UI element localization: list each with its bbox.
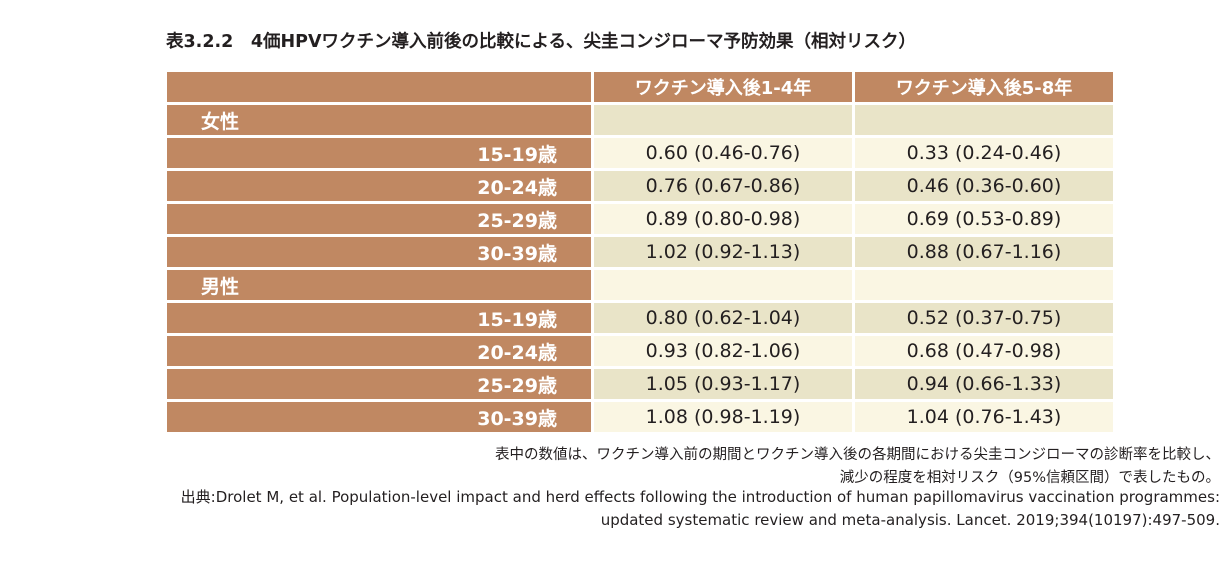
age-label: 20-24歳: [167, 171, 591, 201]
group-empty-cell: [855, 270, 1113, 300]
table-row: 25-29歳 1.05 (0.93-1.17) 0.94 (0.66-1.33): [167, 369, 1113, 399]
value-1-4: 0.93 (0.82-1.06): [594, 336, 852, 366]
value-1-4: 0.76 (0.67-0.86): [594, 171, 852, 201]
group-label-female: 女性: [167, 105, 591, 135]
value-5-8: 0.88 (0.67-1.16): [855, 237, 1113, 267]
value-1-4: 1.02 (0.92-1.13): [594, 237, 852, 267]
group-row-male: 男性: [167, 270, 1113, 300]
table-note-line-2: 減少の程度を相対リスク（95%信頼区間）で表したもの。: [839, 470, 1220, 486]
value-5-8: 0.69 (0.53-0.89): [855, 204, 1113, 234]
value-1-4: 0.60 (0.46-0.76): [594, 138, 852, 168]
header-period-1-4: ワクチン導入後1-4年: [594, 72, 852, 102]
value-5-8: 0.33 (0.24-0.46): [855, 138, 1113, 168]
value-1-4: 0.89 (0.80-0.98): [594, 204, 852, 234]
group-empty-cell: [594, 270, 852, 300]
value-5-8: 0.94 (0.66-1.33): [855, 369, 1113, 399]
source-citation-line-1: 出典:Drolet M, et al. Population-level imp…: [180, 488, 1220, 506]
age-label: 30-39歳: [167, 237, 591, 267]
group-empty-cell: [594, 105, 852, 135]
age-label: 25-29歳: [167, 204, 591, 234]
table-row: 20-24歳 0.93 (0.82-1.06) 0.68 (0.47-0.98): [167, 336, 1113, 366]
age-label: 25-29歳: [167, 369, 591, 399]
value-1-4: 0.80 (0.62-1.04): [594, 303, 852, 333]
table-title: 表3.2.2 4価HPVワクチン導入前後の比較による、尖圭コンジローマ予防効果（…: [166, 32, 916, 52]
age-label: 15-19歳: [167, 303, 591, 333]
value-1-4: 1.08 (0.98-1.19): [594, 402, 852, 432]
value-1-4: 1.05 (0.93-1.17): [594, 369, 852, 399]
age-label: 20-24歳: [167, 336, 591, 366]
value-5-8: 1.04 (0.76-1.43): [855, 402, 1113, 432]
table-row: 20-24歳 0.76 (0.67-0.86) 0.46 (0.36-0.60): [167, 171, 1113, 201]
age-label: 15-19歳: [167, 138, 591, 168]
source-citation-line-2: updated systematic review and meta-analy…: [600, 511, 1220, 529]
value-5-8: 0.46 (0.36-0.60): [855, 171, 1113, 201]
header-empty-cell: [167, 72, 591, 102]
relative-risk-table: ワクチン導入後1-4年 ワクチン導入後5-8年 女性 15-19歳 0.60 (…: [164, 69, 1116, 435]
table-row: 15-19歳 0.80 (0.62-1.04) 0.52 (0.37-0.75): [167, 303, 1113, 333]
value-5-8: 0.52 (0.37-0.75): [855, 303, 1113, 333]
table-note-line-1: 表中の数値は、ワクチン導入前の期間とワクチン導入後の各期間における尖圭コンジロー…: [495, 447, 1220, 463]
group-empty-cell: [855, 105, 1113, 135]
table-row: 15-19歳 0.60 (0.46-0.76) 0.33 (0.24-0.46): [167, 138, 1113, 168]
value-5-8: 0.68 (0.47-0.98): [855, 336, 1113, 366]
table-row: 30-39歳 1.02 (0.92-1.13) 0.88 (0.67-1.16): [167, 237, 1113, 267]
age-label: 30-39歳: [167, 402, 591, 432]
header-period-5-8: ワクチン導入後5-8年: [855, 72, 1113, 102]
table-row: 25-29歳 0.89 (0.80-0.98) 0.69 (0.53-0.89): [167, 204, 1113, 234]
group-row-female: 女性: [167, 105, 1113, 135]
group-label-male: 男性: [167, 270, 591, 300]
table-row: 30-39歳 1.08 (0.98-1.19) 1.04 (0.76-1.43): [167, 402, 1113, 432]
table-header-row: ワクチン導入後1-4年 ワクチン導入後5-8年: [167, 72, 1113, 102]
